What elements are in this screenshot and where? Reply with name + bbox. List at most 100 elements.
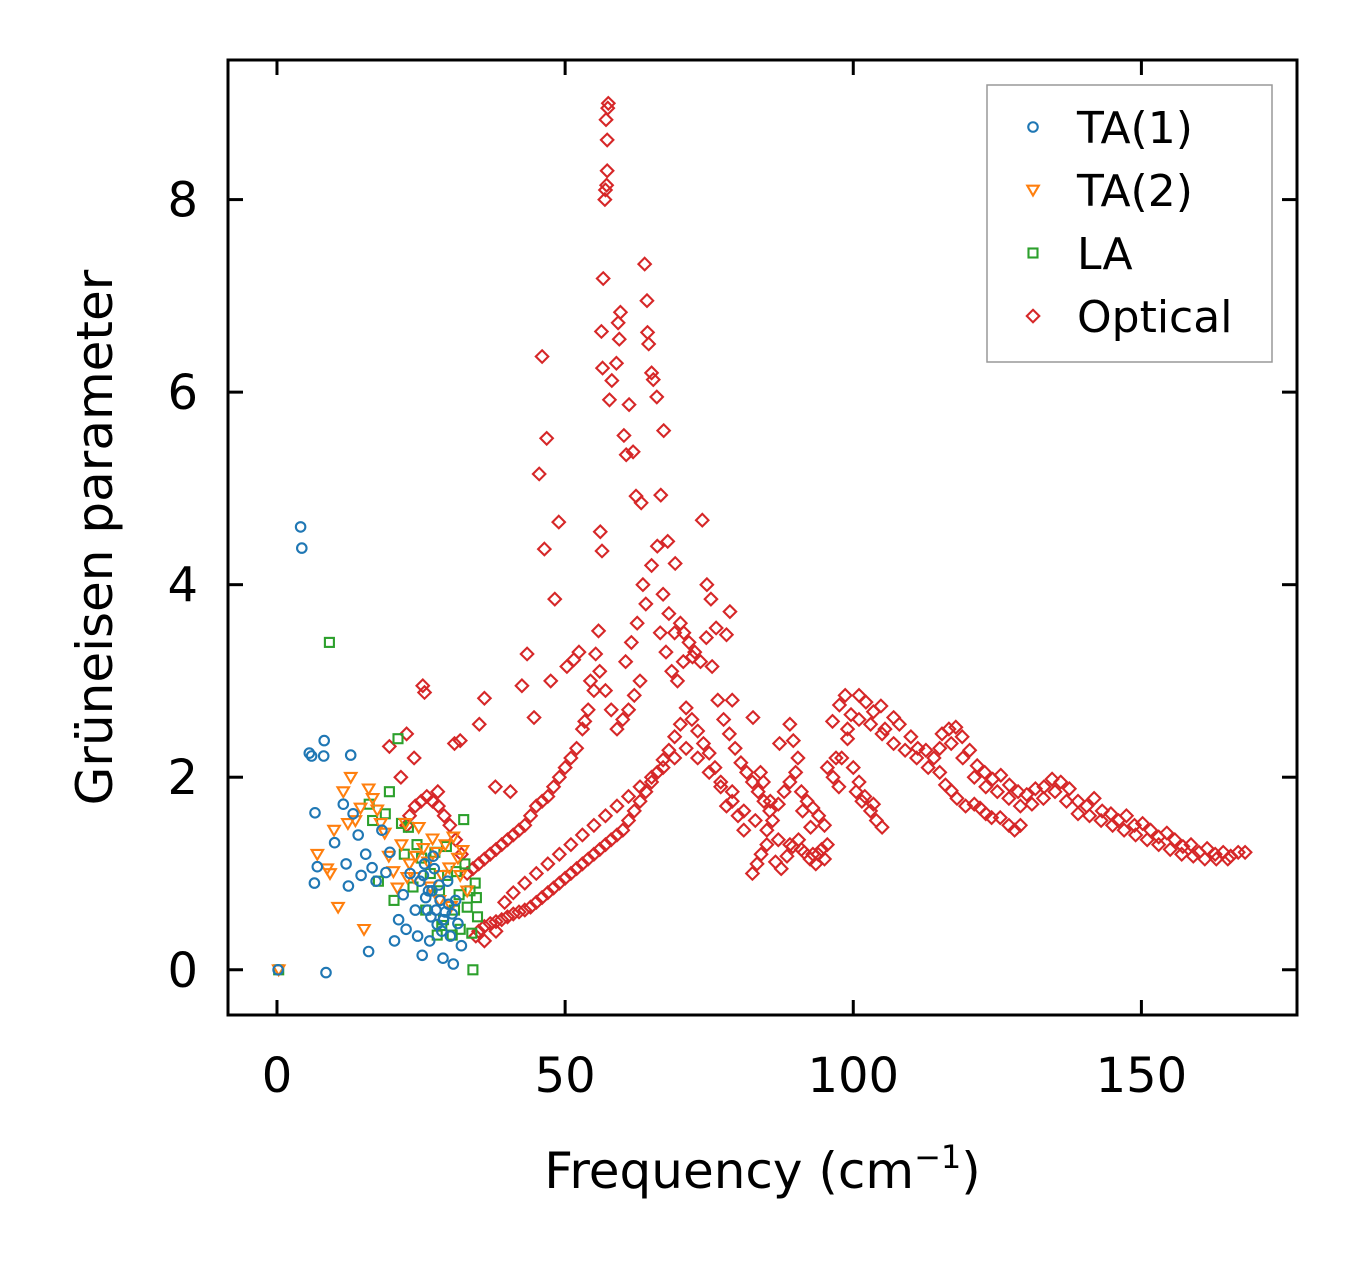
data-point xyxy=(437,913,450,926)
data-point xyxy=(787,764,804,781)
data-point xyxy=(590,623,607,639)
data-point xyxy=(678,740,694,757)
data-point xyxy=(897,742,913,758)
data-point xyxy=(710,692,726,708)
legend-entry: LA xyxy=(1027,229,1133,280)
data-point xyxy=(388,935,401,947)
data-point xyxy=(568,740,585,757)
data-point xyxy=(355,869,367,882)
data-point xyxy=(430,783,446,800)
data-point xyxy=(595,270,611,287)
data-point xyxy=(955,750,971,766)
data-point xyxy=(594,543,610,559)
data-point xyxy=(655,586,671,602)
data-point xyxy=(592,663,608,680)
data-point xyxy=(454,845,471,858)
data-point xyxy=(574,721,591,737)
data-point xyxy=(660,533,676,550)
data-point xyxy=(623,634,640,651)
data-point xyxy=(454,923,466,935)
data-point xyxy=(926,750,942,766)
data-point xyxy=(459,858,471,870)
data-point xyxy=(684,711,700,728)
data-point xyxy=(672,615,689,631)
data-point xyxy=(749,856,765,872)
data-point xyxy=(910,740,926,757)
data-point xyxy=(612,304,629,320)
data-point xyxy=(1012,817,1029,834)
data-point xyxy=(294,521,307,533)
data-point xyxy=(943,735,959,752)
data-point xyxy=(526,709,542,726)
data-point xyxy=(845,759,861,776)
y-tick-label: 2 xyxy=(167,750,198,806)
data-point xyxy=(708,620,724,636)
data-point xyxy=(468,928,484,944)
data-point xyxy=(689,723,706,739)
data-point xyxy=(862,803,879,819)
data-point xyxy=(718,798,735,814)
legend-marker xyxy=(1025,184,1041,198)
data-point xyxy=(932,764,948,781)
data-point xyxy=(1220,851,1236,867)
data-point xyxy=(458,814,470,826)
data-point xyxy=(747,812,763,829)
data-point xyxy=(992,809,1008,826)
data-point xyxy=(514,678,530,694)
data-point xyxy=(615,711,631,728)
data-point xyxy=(536,541,553,557)
data-point xyxy=(517,875,533,891)
data-point xyxy=(771,735,788,752)
data-point xyxy=(858,694,874,710)
data-point xyxy=(469,877,481,889)
data-point xyxy=(1139,832,1155,848)
data-point xyxy=(903,729,919,745)
data-point xyxy=(621,396,637,413)
data-point xyxy=(736,803,752,819)
data-point xyxy=(1207,846,1223,862)
data-point xyxy=(1010,783,1026,800)
data-point xyxy=(1237,844,1253,861)
data-point xyxy=(377,827,393,841)
data-point xyxy=(819,836,836,853)
data-point xyxy=(1047,783,1063,800)
data-point xyxy=(534,348,550,365)
data-point xyxy=(1185,848,1201,864)
data-point xyxy=(381,738,398,755)
data-point xyxy=(834,750,850,766)
data-point xyxy=(397,888,410,901)
data-point xyxy=(759,836,775,853)
data-point xyxy=(528,798,545,814)
data-point xyxy=(873,698,889,714)
data-point xyxy=(713,774,729,790)
data-point xyxy=(865,796,882,812)
data-point xyxy=(488,923,504,939)
data-point xyxy=(782,774,798,790)
data-point xyxy=(328,836,341,849)
data-point xyxy=(340,858,352,870)
data-point xyxy=(502,783,519,800)
data-point xyxy=(652,625,668,641)
data-point xyxy=(538,430,555,447)
x-tick-label: 0 xyxy=(262,1048,293,1104)
data-point xyxy=(1001,790,1017,807)
data-point xyxy=(344,749,357,761)
data-point xyxy=(430,904,442,916)
data-point xyxy=(824,713,841,730)
data-point xyxy=(295,542,308,554)
data-point xyxy=(810,808,827,824)
data-point xyxy=(366,861,378,874)
legend-entry: Optical xyxy=(1025,292,1232,343)
data-point xyxy=(601,392,618,408)
data-point xyxy=(954,729,970,745)
data-point xyxy=(389,882,406,896)
data-point xyxy=(437,839,453,853)
data-point xyxy=(635,576,651,593)
data-point xyxy=(347,815,363,829)
data-point xyxy=(586,682,602,699)
data-point xyxy=(633,495,649,511)
data-point xyxy=(522,808,539,824)
legend-marker xyxy=(1027,121,1039,133)
data-point xyxy=(551,514,567,530)
data-point xyxy=(272,963,284,976)
